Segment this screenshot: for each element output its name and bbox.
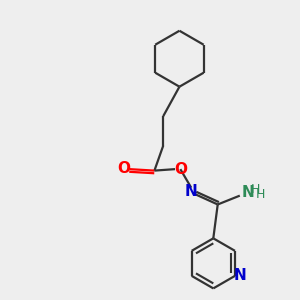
Text: N: N [185, 184, 198, 199]
Text: O: O [174, 162, 187, 177]
Text: N: N [234, 268, 246, 284]
Text: N: N [242, 185, 254, 200]
Text: H: H [250, 183, 260, 196]
Text: O: O [118, 161, 130, 176]
Text: H: H [256, 188, 265, 201]
